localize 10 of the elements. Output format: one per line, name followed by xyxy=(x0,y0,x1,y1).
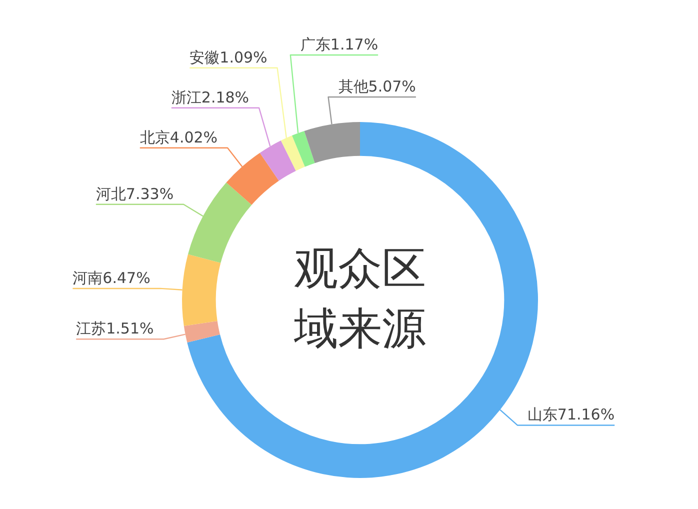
slice-label: 其他5.07% xyxy=(338,77,416,96)
slice-label: 江苏1.51% xyxy=(76,319,154,338)
slice-label: 广东1.17% xyxy=(300,35,378,54)
text: 观众区域来源 xyxy=(293,243,426,354)
slice-label: 河北7.33% xyxy=(96,184,174,203)
slice-label: 山东71.16% xyxy=(527,406,615,424)
slice-label: 河南6.47% xyxy=(72,268,150,287)
slice-label: 安徽1.09% xyxy=(190,48,268,66)
slice-label: 浙江2.18% xyxy=(171,88,250,106)
slice-label: 北京4.02% xyxy=(140,128,218,146)
